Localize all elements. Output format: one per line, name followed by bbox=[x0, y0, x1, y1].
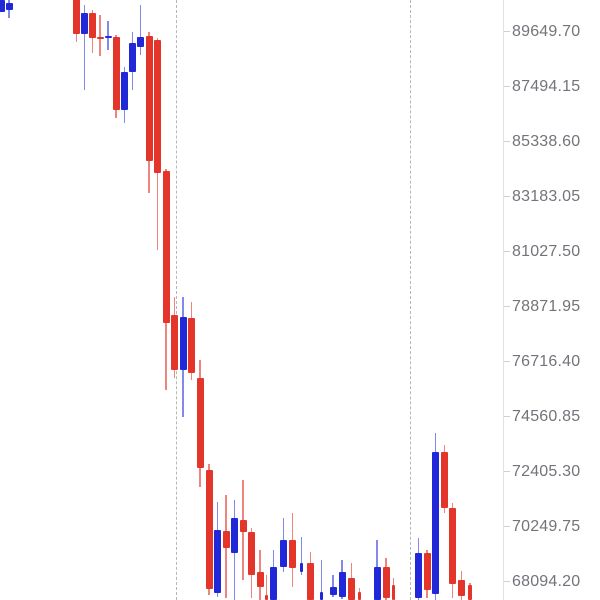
candle-body bbox=[468, 584, 472, 600]
candle-body bbox=[214, 530, 221, 593]
candle-body bbox=[129, 43, 136, 72]
candle-body bbox=[256, 571, 264, 587]
candle-body bbox=[73, 0, 80, 34]
price-axis-label: 70249.75 bbox=[512, 517, 581, 535]
price-axis-label: 76716.40 bbox=[512, 352, 581, 370]
candle-body bbox=[319, 592, 324, 600]
candle-body bbox=[81, 13, 88, 34]
candle-body bbox=[154, 40, 161, 173]
vertical-gridline bbox=[175, 0, 177, 600]
candle-wick bbox=[107, 20, 109, 50]
candle-body bbox=[415, 553, 422, 598]
candle-body bbox=[307, 562, 314, 600]
price-axis-tick bbox=[504, 526, 510, 528]
price-axis-label: 89649.70 bbox=[512, 22, 581, 40]
price-axis-tick bbox=[504, 361, 510, 363]
price-axis-tick bbox=[504, 416, 510, 418]
candle-body bbox=[231, 518, 238, 553]
price-axis-label: 87494.15 bbox=[512, 77, 581, 95]
candle-body bbox=[112, 36, 120, 110]
candle-body bbox=[423, 553, 431, 590]
candle-body bbox=[222, 530, 230, 548]
price-axis-tick bbox=[504, 581, 510, 583]
price-axis-label: 83183.05 bbox=[512, 187, 581, 205]
vertical-gridline bbox=[409, 0, 411, 600]
candle-body bbox=[205, 469, 213, 589]
candle-body bbox=[458, 580, 465, 596]
candle-body bbox=[264, 594, 269, 600]
candle-body bbox=[432, 452, 439, 594]
candle-body bbox=[338, 571, 346, 597]
candle-body bbox=[0, 0, 5, 13]
candle-body bbox=[89, 13, 96, 38]
price-axis-tick bbox=[504, 471, 510, 473]
price-axis-label: 78871.95 bbox=[512, 297, 581, 315]
candle-body bbox=[299, 562, 304, 572]
price-axis-label: 85338.60 bbox=[512, 132, 581, 150]
price-axis-label: 81027.50 bbox=[512, 242, 581, 260]
candle-body bbox=[96, 36, 104, 40]
price-axis-tick bbox=[504, 306, 510, 308]
candle-body bbox=[104, 35, 112, 39]
candle-wick bbox=[300, 536, 303, 575]
price-axis-label: 68094.20 bbox=[512, 572, 581, 590]
candle-wick bbox=[265, 575, 268, 600]
candle-wick bbox=[83, 4, 86, 90]
candle-body bbox=[441, 452, 448, 508]
candle-body bbox=[5, 3, 13, 10]
price-axis-tick bbox=[504, 251, 510, 253]
candle-body bbox=[391, 584, 396, 600]
candle-body bbox=[145, 35, 153, 161]
price-axis-label: 74560.85 bbox=[512, 407, 581, 425]
candle-body bbox=[137, 36, 144, 47]
candle-body bbox=[289, 540, 296, 568]
candle-wick bbox=[320, 560, 323, 600]
price-axis-tick bbox=[504, 86, 510, 88]
candle-body bbox=[179, 316, 187, 370]
price-axis[interactable]: 89649.70 87494.15 85338.60 83183.05 81027.50… bbox=[503, 0, 600, 600]
chart-canvas[interactable] bbox=[0, 0, 505, 600]
candle-body bbox=[162, 170, 170, 323]
candle-body bbox=[373, 566, 381, 600]
price-axis-tick bbox=[504, 141, 510, 143]
price-axis-tick bbox=[504, 196, 510, 198]
candle-body bbox=[248, 531, 255, 575]
candle-body bbox=[196, 378, 204, 468]
candle-body bbox=[121, 71, 128, 110]
candle-body bbox=[382, 566, 390, 598]
candle-body bbox=[171, 315, 178, 370]
price-axis-label: 72405.30 bbox=[512, 462, 581, 480]
candle-body bbox=[270, 566, 277, 600]
candle-body bbox=[357, 592, 362, 600]
candle-wick bbox=[332, 575, 334, 597]
candle-body bbox=[188, 317, 195, 373]
candle-body bbox=[280, 540, 287, 567]
candle-body bbox=[329, 587, 337, 595]
candle-body bbox=[239, 519, 247, 532]
candle-wick bbox=[139, 4, 142, 55]
candle-body bbox=[449, 508, 456, 584]
price-axis-tick bbox=[504, 31, 510, 33]
candle-wick bbox=[99, 14, 101, 56]
candle-body bbox=[348, 577, 355, 600]
